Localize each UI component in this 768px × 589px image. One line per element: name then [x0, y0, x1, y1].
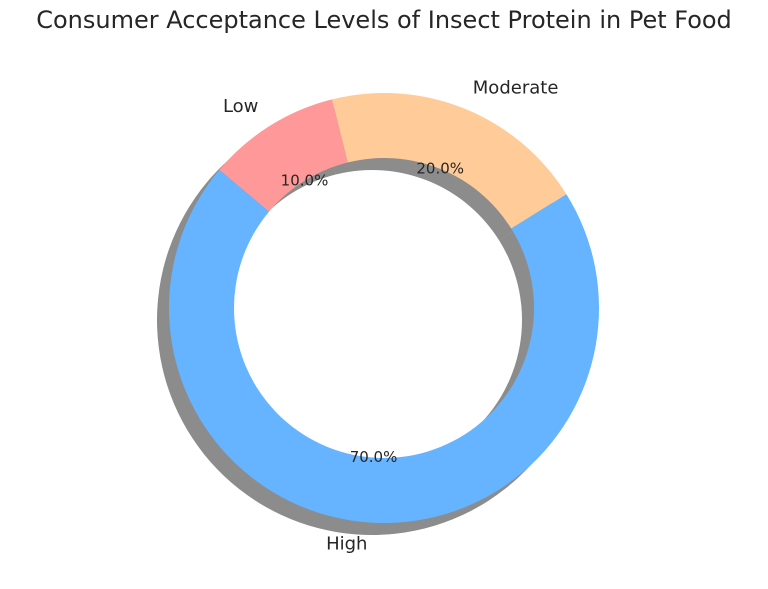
percent-label-moderate: 20.0%: [416, 159, 464, 177]
wedge-high: [169, 169, 600, 523]
category-label-high: High: [326, 533, 367, 554]
chart-title: Consumer Acceptance Levels of Insect Pro…: [36, 6, 732, 34]
wedge-low: [219, 99, 348, 212]
category-label-moderate: Moderate: [473, 77, 559, 98]
wedge-moderate: [331, 93, 567, 229]
donut-labels: High 70.0% Moderate 20.0% Low 10.0%: [223, 77, 558, 554]
percent-label-low: 10.0%: [281, 171, 329, 189]
category-label-low: Low: [223, 96, 258, 117]
percent-label-high: 70.0%: [350, 448, 398, 466]
donut-wedges: [169, 93, 600, 523]
